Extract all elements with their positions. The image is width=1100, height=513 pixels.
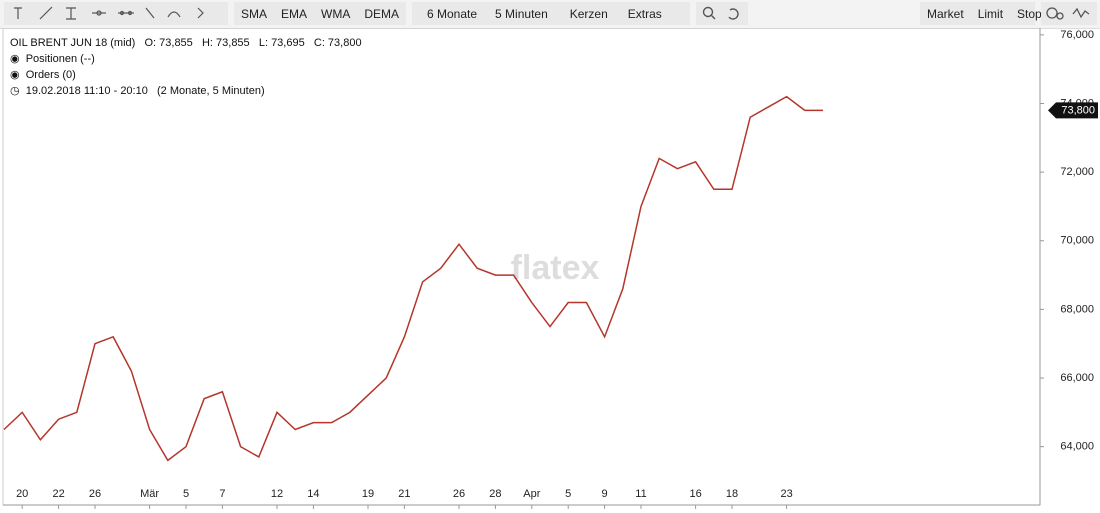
x-tick-label: 12: [271, 488, 283, 500]
order-button[interactable]: Market: [927, 6, 964, 21]
orders: ◉ Orders (0): [10, 69, 76, 81]
price-line: [3, 95, 823, 462]
misc-group: [1041, 2, 1097, 25]
x-tick-label: 5: [183, 488, 189, 500]
extras-button[interactable]: Extras: [627, 6, 662, 21]
order-button[interactable]: Stop: [1017, 6, 1042, 21]
x-tick-label: 20: [16, 488, 28, 500]
toolbar: SMA EMA WMA DEMA 6 Monate 5 Minuten Kerzen …: [0, 0, 1100, 29]
x-tick-label: 5: [565, 488, 571, 500]
y-tick-label: 70,000: [1060, 235, 1094, 247]
x-tick-label: 11: [635, 488, 646, 500]
y-tick-label: 72,000: [1060, 166, 1094, 178]
info-panel: OIL BRENT JUN 18 (mid) O: 73,855 H: 73,8…: [10, 35, 362, 99]
x-tick-label: 16: [689, 488, 701, 500]
positions-text: Positionen (--): [25, 53, 95, 65]
indicator-group: SMA EMA WMA DEMA: [234, 2, 406, 25]
x-tick-label: 28: [489, 488, 501, 500]
interval-button[interactable]: 5 Minuten: [495, 6, 548, 21]
misc-icons: [1046, 7, 1090, 20]
indicator-button[interactable]: SMA: [241, 6, 268, 21]
x-tick-label: Apr: [523, 488, 540, 500]
x-tick-label: 7: [219, 488, 225, 500]
indicator-button[interactable]: WMA: [321, 6, 351, 21]
watermark: flatex: [511, 249, 600, 287]
x-tick-label: 21: [398, 488, 410, 500]
x-tick-label: 22: [52, 488, 64, 500]
order-group: Market Limit Stop: [920, 2, 1042, 25]
x-tick-label: 18: [726, 488, 738, 500]
positions: ◉ Positionen (--): [10, 53, 95, 65]
x-tick-label: 9: [602, 488, 608, 500]
drawing-tools: [4, 2, 228, 25]
instrument: OIL BRENT JUN 18 (mid): [10, 37, 136, 49]
x-tick-label: 14: [307, 488, 319, 500]
y-tick-label: 76,000: [1060, 29, 1094, 41]
orders-text: Orders (0): [25, 69, 76, 81]
indicator-button[interactable]: DEMA: [364, 6, 400, 21]
instrument-line: OIL BRENT JUN 18 (mid) O: 73,855 H: 73,8…: [10, 35, 362, 51]
x-tick-label: 23: [780, 488, 792, 500]
period-button[interactable]: 6 Monate: [427, 6, 478, 21]
chart: flatex 64,00066,00068,00070,00072,00074,…: [2, 28, 1098, 509]
indicator-button[interactable]: EMA: [281, 6, 308, 21]
y-tick-label: 66,000: [1060, 372, 1094, 384]
range-text: 19.02.2018 11:10 - 20:10 (2 Monate, 5 Mi…: [25, 85, 265, 97]
x-tick-label: 26: [89, 488, 101, 500]
ohlc: O: 73,855 H: 73,855 L: 73,695 C: 73,800: [144, 37, 362, 49]
style-button[interactable]: Kerzen: [569, 6, 608, 21]
y-tick-label: 64,000: [1060, 441, 1094, 453]
range: ◷ 19.02.2018 11:10 - 20:10 (2 Monate, 5 …: [10, 85, 265, 97]
zoom-icons: [702, 6, 739, 20]
x-tick-label: 26: [453, 488, 465, 500]
last-price-tag: [1048, 102, 1098, 119]
x-tick-label: Mär: [140, 488, 159, 500]
zoom-group: [696, 2, 748, 25]
y-tick-label: 68,000: [1060, 303, 1094, 315]
tool-icons: [14, 6, 204, 20]
x-tick-label: 19: [362, 488, 374, 500]
settings-group: 6 Monate 5 Minuten Kerzen Extras: [412, 2, 690, 25]
order-button[interactable]: Limit: [977, 6, 1004, 21]
last-price-label: 73,800: [1061, 104, 1095, 116]
